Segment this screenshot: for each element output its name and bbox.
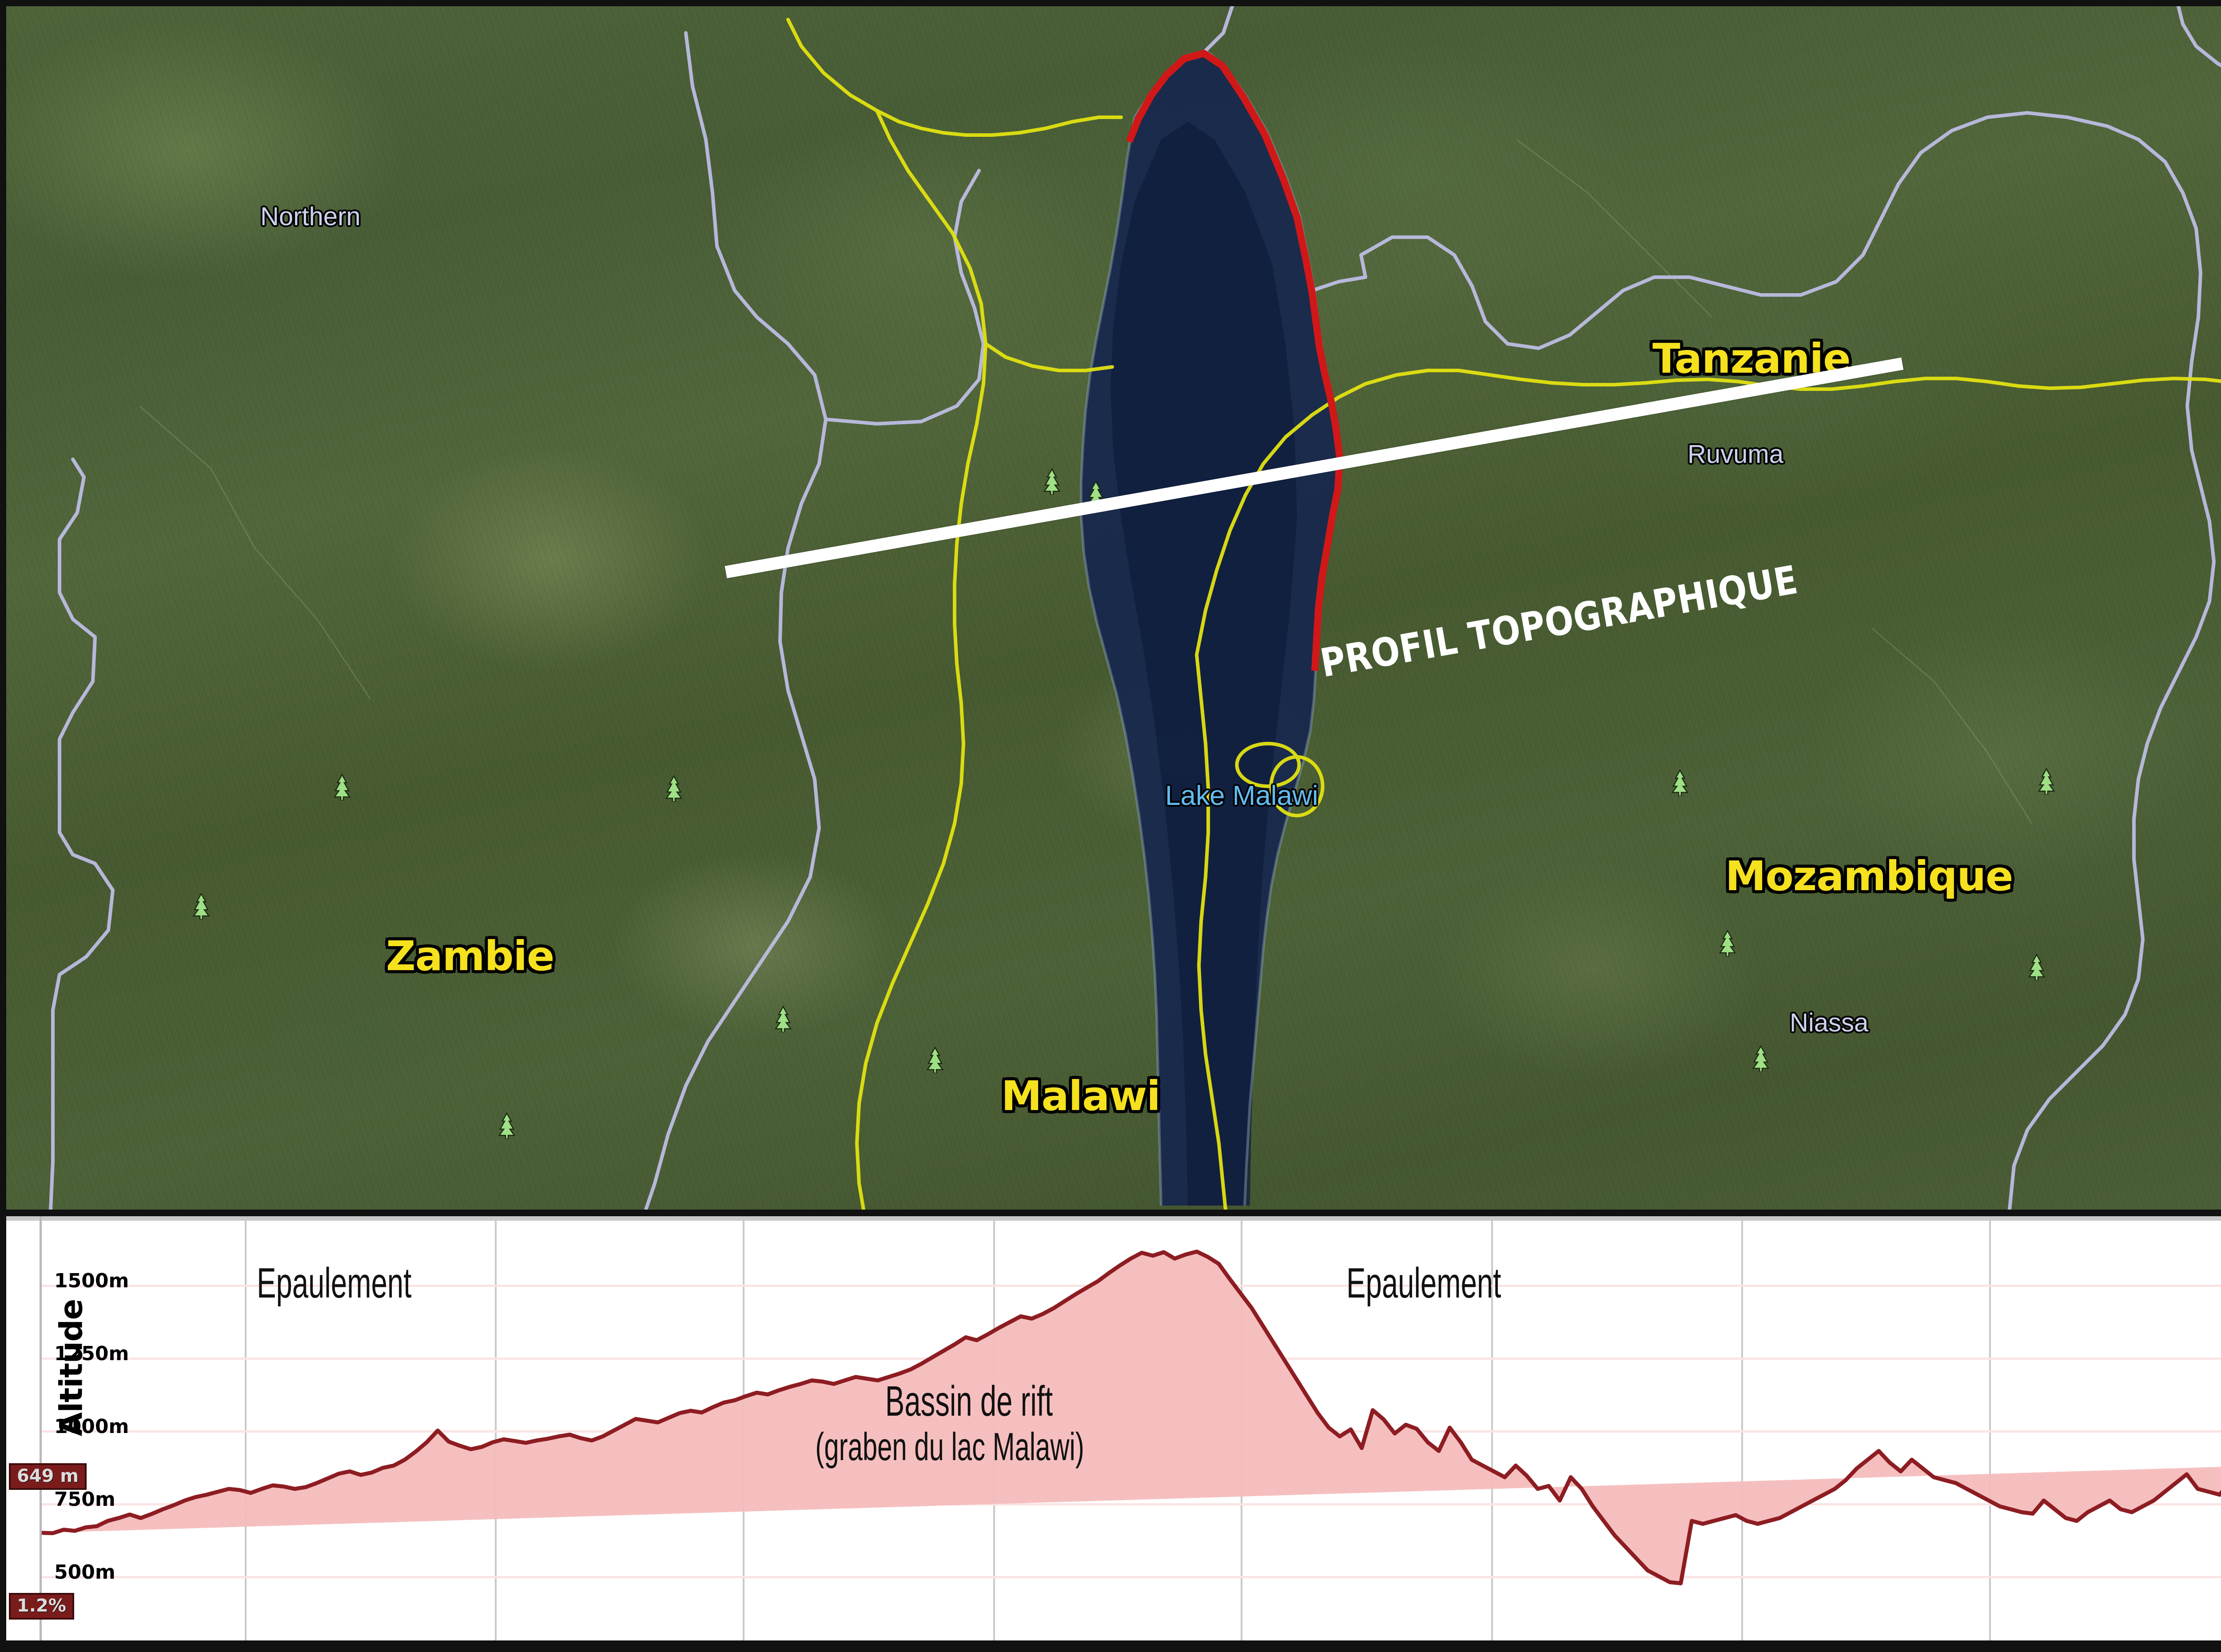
admin-borders bbox=[786, 18, 2221, 1210]
chart-y-axis-line bbox=[40, 1216, 42, 1646]
forest-tree-icon bbox=[1717, 929, 1738, 957]
chart-annotation-bassin-de-rift: Bassin de rift bbox=[885, 1377, 1053, 1425]
forest-tree-icon bbox=[664, 775, 684, 803]
lake-malawi-deep-center bbox=[1110, 122, 1297, 1206]
chart-annotation-epaulement-right: Epaulement bbox=[1346, 1259, 1501, 1307]
chart-ytick-500: 500m bbox=[54, 1561, 115, 1584]
chart-annotation-epaulement-left: Epaulement bbox=[257, 1259, 412, 1307]
chart-bottom-border bbox=[6, 1640, 2221, 1646]
forest-tree-icon bbox=[2026, 953, 2047, 981]
chart-annotation-graben: (graben du lac Malawi) bbox=[815, 1425, 1084, 1469]
chart-axis-title-altitude: Altitude bbox=[53, 1299, 90, 1437]
forest-tree-icon bbox=[497, 1112, 517, 1140]
chart-hgrid-750 bbox=[42, 1503, 2221, 1505]
forest-tree-icon bbox=[1751, 1045, 1771, 1073]
forest-tree-icon bbox=[1042, 468, 1062, 496]
chart-plot-area: 1500m 1250m 1000m 750m 500m Epaulement E… bbox=[42, 1221, 2221, 1640]
chart-top-border bbox=[6, 1216, 2221, 1221]
forest-tree-icon bbox=[191, 892, 211, 920]
chart-hgrid-500 bbox=[42, 1576, 2221, 1578]
chart-badge-start-elevation: 649 m bbox=[9, 1463, 87, 1490]
highlighted-border bbox=[1126, 50, 1343, 671]
forest-tree-icon bbox=[1670, 769, 1690, 797]
chart-ytick-1000: 1000m bbox=[54, 1415, 129, 1438]
forest-tree-icon bbox=[925, 1046, 945, 1074]
national-borders bbox=[49, 6, 2221, 1210]
forest-tree-icon bbox=[2036, 768, 2057, 796]
forest-tree-icon bbox=[332, 773, 352, 801]
chart-badge-gradient: 1.2% bbox=[9, 1593, 74, 1620]
elevation-profile-chart[interactable]: 1500m 1250m 1000m 750m 500m Epaulement E… bbox=[6, 1216, 2221, 1646]
map-vector-overlay bbox=[49, 6, 2221, 1210]
elevation-profile-series bbox=[42, 1221, 2221, 1640]
satellite-map[interactable]: Tanzanie Mozambique Zambie Malawi Northe… bbox=[6, 6, 2221, 1210]
panel-divider bbox=[6, 1210, 2221, 1216]
chart-ytick-1250: 1250m bbox=[54, 1342, 129, 1365]
forest-tree-icon bbox=[773, 1005, 793, 1033]
chart-ytick-1500: 1500m bbox=[54, 1270, 129, 1292]
chart-ytick-750: 750m bbox=[54, 1488, 115, 1511]
